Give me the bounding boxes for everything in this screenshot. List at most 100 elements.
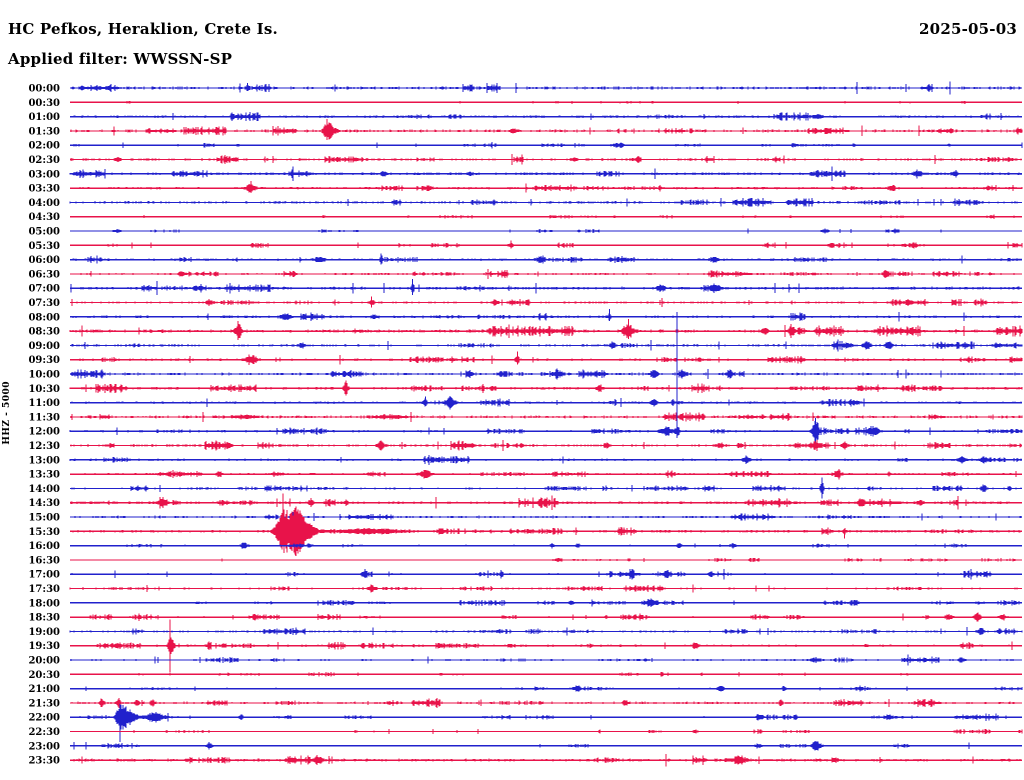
trace-row-21:30: 21:30 xyxy=(28,697,1022,709)
trace-row-03:30: 03:30 xyxy=(28,181,1023,195)
trace-waveform xyxy=(155,598,1021,607)
time-label: 04:30 xyxy=(28,212,60,223)
time-label: 01:30 xyxy=(28,126,60,137)
trace-waveform xyxy=(69,584,1018,593)
time-label: 17:30 xyxy=(28,584,60,595)
trace-waveform xyxy=(69,627,1023,636)
time-label: 21:30 xyxy=(28,698,60,709)
time-label: 22:00 xyxy=(28,713,60,724)
trace-row-01:00: 01:00 xyxy=(28,112,1022,123)
trace-row-06:30: 06:30 xyxy=(28,268,1022,280)
time-label: 16:00 xyxy=(28,541,60,552)
trace-waveform xyxy=(69,198,1018,207)
trace-waveform xyxy=(80,542,1003,549)
trace-waveform xyxy=(69,454,1022,465)
trace-row-07:00: 07:00 xyxy=(28,279,1022,296)
time-label: 11:30 xyxy=(28,412,60,423)
filter-label: Applied filter: WWSSN-SP xyxy=(8,50,233,68)
trace-row-22:30: 22:30 xyxy=(28,727,1023,738)
trace-waveform xyxy=(101,100,966,104)
trace-waveform xyxy=(88,612,1009,622)
time-label: 07:30 xyxy=(28,298,60,309)
trace-waveform xyxy=(69,319,1023,341)
time-label: 20:30 xyxy=(28,670,60,681)
trace-waveform xyxy=(70,253,1022,265)
trace-waveform xyxy=(71,395,1022,410)
trace-row-11:30: 11:30 xyxy=(28,411,1023,423)
trace-waveform xyxy=(70,439,1022,452)
trace-waveform xyxy=(73,740,983,751)
trace-waveform xyxy=(69,380,1023,396)
time-label: 09:30 xyxy=(28,355,60,366)
time-label: 00:00 xyxy=(28,84,60,95)
trace-waveform xyxy=(85,685,1023,692)
trace-row-20:30: 20:30 xyxy=(28,670,1022,681)
trace-row-13:00: 13:00 xyxy=(28,454,1022,466)
record-date: 2025-05-03 xyxy=(919,20,1017,38)
trace-row-04:00: 04:00 xyxy=(28,198,1022,209)
trace-row-05:30: 05:30 xyxy=(28,240,1023,252)
time-label: 10:30 xyxy=(28,384,60,395)
trace-row-17:30: 17:30 xyxy=(28,584,1022,595)
time-label: 19:00 xyxy=(28,627,60,638)
trace-row-04:30: 04:30 xyxy=(28,212,1022,223)
trace-waveform xyxy=(73,753,1021,767)
trace-waveform xyxy=(143,214,1015,219)
trace-waveform xyxy=(112,228,942,234)
trace-row-10:00: 10:00 xyxy=(28,368,1023,381)
trace-waveform xyxy=(74,512,1022,522)
trace-waveform xyxy=(72,308,1022,322)
trace-row-21:00: 21:00 xyxy=(28,684,1023,695)
trace-row-14:30: 14:30 xyxy=(28,495,1022,510)
trace-waveform xyxy=(71,81,1021,95)
trace-row-13:30: 13:30 xyxy=(28,468,1022,481)
trace-row-11:00: 11:00 xyxy=(28,395,1022,410)
trace-waveform xyxy=(71,339,1023,352)
time-label: 23:30 xyxy=(28,756,60,767)
time-label: 12:30 xyxy=(28,441,60,452)
time-label: 13:00 xyxy=(28,455,60,466)
trace-row-19:00: 19:00 xyxy=(28,627,1023,638)
trace-row-08:30: 08:30 xyxy=(28,319,1023,341)
time-label: 14:30 xyxy=(28,498,60,509)
trace-waveform xyxy=(70,351,1023,365)
trace-waveform xyxy=(71,568,1014,580)
trace-waveform xyxy=(125,672,909,677)
trace-waveform xyxy=(71,296,1018,308)
time-label: 11:00 xyxy=(28,398,60,409)
time-label: 08:30 xyxy=(28,327,60,338)
time-label: 21:00 xyxy=(28,684,60,695)
time-label: 16:30 xyxy=(28,555,60,566)
trace-row-12:30: 12:30 xyxy=(28,439,1022,452)
trace-waveform xyxy=(133,728,1023,735)
trace-waveform xyxy=(78,468,1017,480)
time-label: 05:30 xyxy=(28,241,60,252)
trace-waveform xyxy=(80,268,1015,279)
trace-row-16:30: 16:30 xyxy=(28,555,1022,566)
trace-row-18:30: 18:30 xyxy=(28,612,1022,624)
trace-waveform xyxy=(72,493,1022,556)
trace-row-23:00: 23:00 xyxy=(28,740,1022,752)
time-label: 03:30 xyxy=(28,184,60,195)
time-label: 06:00 xyxy=(28,255,60,266)
trace-row-00:30: 00:30 xyxy=(28,98,1022,109)
time-label: 10:00 xyxy=(28,370,60,381)
trace-row-10:30: 10:30 xyxy=(28,380,1023,396)
trace-waveform xyxy=(73,142,1023,149)
trace-row-01:30: 01:30 xyxy=(28,118,1023,140)
trace-row-15:00: 15:00 xyxy=(28,512,1022,524)
trace-waveform xyxy=(70,154,1022,165)
trace-waveform xyxy=(70,368,1023,380)
trace-waveform xyxy=(71,697,1015,708)
time-label: 13:30 xyxy=(28,470,60,481)
trace-waveform xyxy=(70,118,1023,140)
trace-waveform xyxy=(69,166,1022,182)
trace-row-16:00: 16:00 xyxy=(28,541,1022,552)
time-label: 14:00 xyxy=(28,484,60,495)
trace-row-14:00: 14:00 xyxy=(28,477,1022,499)
time-label: 22:30 xyxy=(28,727,60,738)
trace-row-18:00: 18:00 xyxy=(28,598,1022,609)
time-label: 00:30 xyxy=(28,98,60,109)
